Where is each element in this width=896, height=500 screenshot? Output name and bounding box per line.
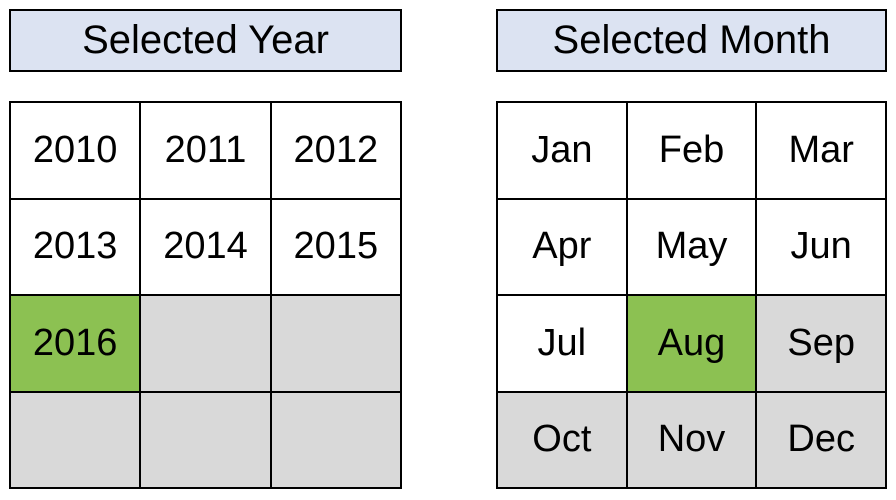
- year-item-empty: [141, 392, 272, 489]
- month-item-jul[interactable]: Jul: [498, 296, 628, 393]
- year-item-2010[interactable]: 2010: [11, 103, 142, 200]
- year-slicer-grid: 2010 2011 2012 2013 2014 2015 2016: [9, 101, 402, 489]
- year-item-2012[interactable]: 2012: [271, 103, 402, 200]
- year-item-2016[interactable]: 2016: [11, 296, 142, 393]
- month-item-nov[interactable]: Nov: [627, 392, 758, 489]
- year-item-empty: [141, 296, 272, 393]
- year-item-empty: [271, 296, 402, 393]
- year-item-2011[interactable]: 2011: [141, 103, 272, 200]
- month-item-dec[interactable]: Dec: [757, 392, 887, 489]
- month-slicer-title: Selected Month: [496, 9, 887, 72]
- month-item-sep[interactable]: Sep: [757, 296, 887, 393]
- month-item-may[interactable]: May: [627, 199, 758, 296]
- year-slicer-title: Selected Year: [9, 9, 402, 72]
- month-item-apr[interactable]: Apr: [498, 199, 628, 296]
- year-item-empty: [11, 392, 142, 489]
- month-slicer-grid: Jan Feb Mar Apr May Jun Jul Aug Sep Oct …: [496, 101, 887, 489]
- month-item-mar[interactable]: Mar: [757, 103, 887, 200]
- month-item-feb[interactable]: Feb: [627, 103, 758, 200]
- month-item-jan[interactable]: Jan: [498, 103, 628, 200]
- month-item-aug[interactable]: Aug: [627, 296, 758, 393]
- year-item-2014[interactable]: 2014: [141, 199, 272, 296]
- year-item-2013[interactable]: 2013: [11, 199, 142, 296]
- year-item-2015[interactable]: 2015: [271, 199, 402, 296]
- year-item-empty: [271, 392, 402, 489]
- month-item-jun[interactable]: Jun: [757, 199, 887, 296]
- month-item-oct[interactable]: Oct: [498, 392, 628, 489]
